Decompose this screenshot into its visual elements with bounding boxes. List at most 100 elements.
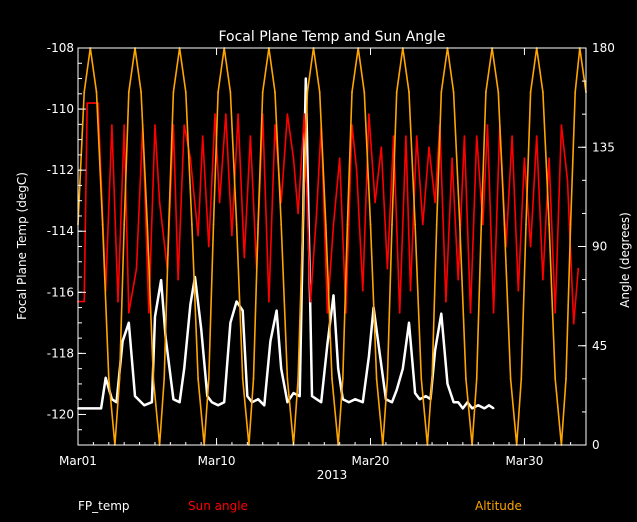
- series-sun-angle-point: [297, 212, 299, 215]
- series-sun-angle-point: [392, 135, 395, 138]
- series-altitude-point: [497, 91, 500, 93]
- series-altitude-point: [351, 91, 353, 93]
- series-sun-angle-point: [158, 201, 161, 204]
- series-sun-angle-point: [249, 135, 252, 138]
- series-fp-temp-point: [223, 401, 226, 404]
- series-fp-temp-point: [461, 407, 464, 410]
- series-altitude-point: [565, 377, 567, 380]
- series-altitude-point: [229, 91, 232, 93]
- series-fp-temp-point: [408, 321, 410, 324]
- series-altitude-point: [548, 223, 550, 226]
- series-sun-angle-point: [207, 245, 210, 248]
- series-altitude-point: [167, 223, 170, 226]
- series-fp-temp-point: [337, 367, 340, 370]
- x-tick-label: Mar10: [198, 454, 236, 468]
- series-fp-temp-point: [315, 398, 318, 401]
- series-altitude-point: [529, 91, 532, 93]
- series-altitude-point: [485, 91, 487, 93]
- series-fp-temp-point: [246, 395, 249, 397]
- series-sun-angle-point: [572, 322, 575, 325]
- series-altitude-point: [127, 91, 130, 93]
- series-sun-angle-point: [154, 124, 156, 127]
- series-sun-angle-point: [492, 311, 495, 314]
- legend-item-altitude: Altitude: [475, 499, 522, 513]
- series-sun-angle-point: [231, 234, 233, 237]
- series-fp-temp-point: [326, 343, 329, 346]
- series-sun-angle-point: [123, 124, 126, 127]
- series-sun-angle-point: [486, 124, 489, 127]
- series-sun-angle-point: [380, 146, 383, 149]
- series-altitude-point: [257, 223, 259, 226]
- series-sun-angle-point: [111, 124, 113, 127]
- series-altitude-line: [77, 47, 587, 446]
- series-fp-temp-point: [354, 398, 356, 401]
- series-sun-angle-point: [127, 311, 130, 314]
- series-sun-angle-point: [577, 267, 580, 270]
- series-fp-temp-point: [235, 300, 238, 303]
- series-sun-angle-point: [292, 157, 295, 160]
- series-altitude-point: [123, 223, 126, 226]
- series-sun-angle-point: [214, 113, 216, 116]
- series-sun-angle-point: [445, 300, 447, 303]
- x-tick-label: Mar20: [352, 454, 390, 468]
- series-sun-angle-point: [511, 135, 513, 138]
- series-fp-temp-point: [104, 376, 107, 379]
- series-altitude-point: [542, 91, 544, 93]
- series-sun-angle-point: [560, 124, 563, 127]
- series-altitude-point: [261, 91, 264, 93]
- series-altitude-point: [172, 91, 175, 93]
- series-altitude-point: [101, 223, 104, 226]
- series-altitude-point: [520, 377, 523, 380]
- series-altitude-point: [217, 91, 220, 93]
- series-fp-temp-point: [492, 407, 495, 410]
- y2-tick-label: 180: [592, 41, 615, 55]
- series-altitude-point: [107, 377, 110, 380]
- series-altitude-point: [286, 377, 289, 380]
- series-altitude-point: [509, 377, 512, 380]
- series-fp-temp-point: [269, 340, 272, 343]
- series-sun-angle-point: [451, 157, 453, 160]
- series-fp-temp-point: [378, 352, 381, 355]
- series-fp-temp-point: [471, 407, 473, 410]
- y2-tick-label: 135: [592, 140, 615, 154]
- series-altitude-point: [395, 91, 398, 93]
- series-altitude-point: [207, 377, 210, 380]
- series-sun-angle-point: [517, 289, 520, 292]
- series-sun-angle-point: [135, 267, 138, 270]
- series-altitude-point: [235, 223, 238, 226]
- series-sun-angle-point: [355, 168, 358, 171]
- series-fp-temp-point: [211, 401, 213, 404]
- y-tick-label: -110: [47, 102, 74, 116]
- series-altitude-point: [140, 91, 143, 93]
- series-altitude-point: [318, 91, 321, 93]
- y-tick-label: -112: [47, 163, 74, 177]
- series-sun-angle-point: [326, 311, 329, 314]
- series-fp-temp-point: [304, 77, 307, 80]
- series-altitude-point: [369, 223, 372, 226]
- series-altitude-point: [414, 223, 416, 226]
- x-tick-label: Mar30: [505, 454, 543, 468]
- series-altitude-point: [184, 91, 187, 93]
- series-sun-angle-point: [457, 278, 460, 281]
- series-sun-angle-point: [197, 234, 200, 237]
- legend: FP_temp Sun angle Altitude: [78, 499, 522, 513]
- series-fp-temp-point: [425, 395, 427, 397]
- legend-item-sun-angle: Sun angle: [188, 499, 248, 513]
- series-altitude-point: [152, 377, 155, 380]
- series-sun-angle-point: [463, 135, 466, 138]
- y-tick-label: -120: [47, 407, 74, 421]
- series-fp-temp-point: [414, 392, 416, 394]
- series-sun-angle-point: [554, 311, 557, 314]
- chart-title: Focal Plane Temp and Sun Angle: [218, 29, 445, 45]
- series-fp-temp-point: [434, 349, 436, 352]
- series-altitude-point: [503, 223, 506, 226]
- series-altitude-point: [191, 223, 193, 226]
- series-fp-temp-point: [488, 404, 490, 407]
- series-fp-temp-point: [241, 309, 244, 312]
- series-altitude-point: [458, 223, 461, 226]
- series-fp-temp-point: [311, 395, 313, 397]
- series-sun-angle-point: [566, 179, 569, 182]
- series-altitude-point: [375, 377, 378, 380]
- series-fp-temp-point: [178, 401, 181, 404]
